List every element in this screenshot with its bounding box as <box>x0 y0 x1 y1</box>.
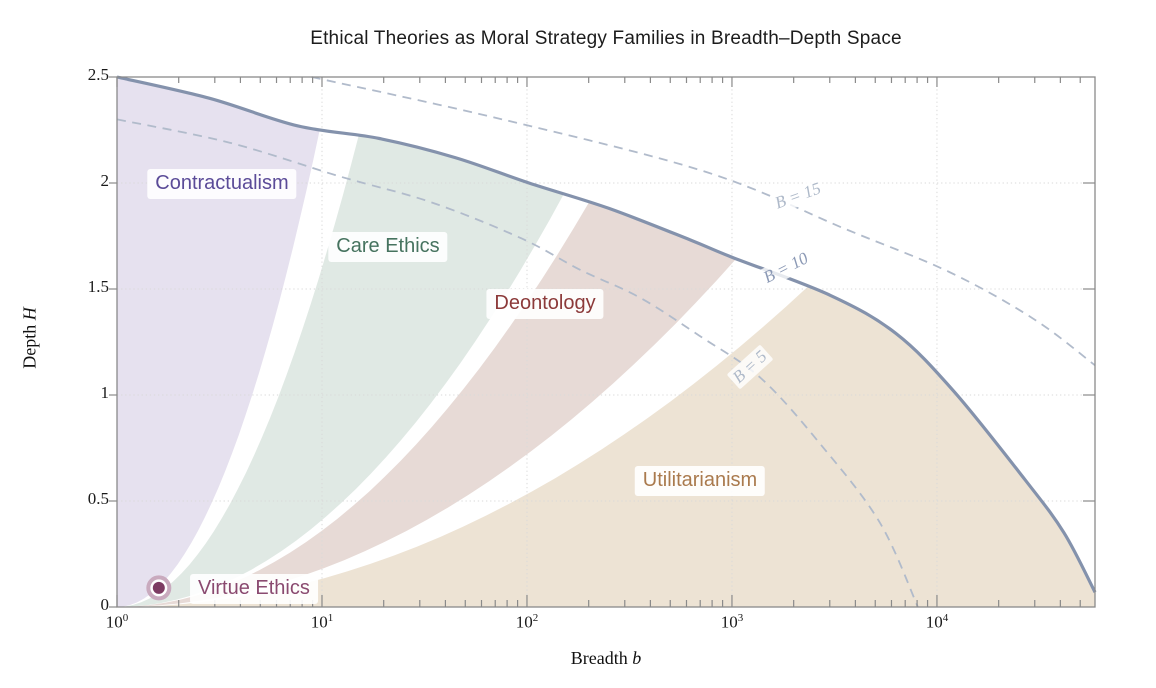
gridlines <box>117 77 1095 607</box>
region-label-contractualism: Contractualism <box>147 169 297 200</box>
y-axis-label: Depth H <box>20 307 41 369</box>
point-marker <box>146 575 172 601</box>
curve-b-10 <box>116 75 1097 593</box>
region-fill-utilitarianism <box>117 285 1095 607</box>
x-axis-label-var: b <box>632 648 642 668</box>
x-axis-tick-label-10-4: 104 <box>925 612 949 632</box>
y-axis-tick-label-2.5: 2.5 <box>87 65 109 84</box>
y-axis-tick-label-1: 1 <box>100 383 110 402</box>
region-fills <box>117 77 1095 607</box>
x-axis-tick-label-10-0: 100 <box>105 612 129 632</box>
y-axis-tick-label-1.5: 1.5 <box>87 277 109 296</box>
x-axis-label-text: Breadth <box>570 648 628 668</box>
curve-b-15 <box>311 76 1096 367</box>
region-label-care-ethics: Care Ethics <box>328 232 448 263</box>
y-axis-label-var: H <box>19 307 40 321</box>
axes-frame <box>109 76 1096 608</box>
y-axis-tick-label-0: 0 <box>100 595 110 614</box>
region-label-utilitarianism: Utilitarianism <box>634 466 766 497</box>
x-axis-tick-label-10-1: 101 <box>310 612 334 632</box>
x-axis-tick-label-10-2: 102 <box>515 612 539 632</box>
region-label-deontology: Deontology <box>486 289 604 320</box>
region-fill-care-ethics <box>117 134 565 607</box>
chart-title: Ethical Theories as Moral Strategy Famil… <box>310 28 902 49</box>
virtue-ethics-dot <box>152 581 165 594</box>
plot-frame <box>116 76 1096 608</box>
curves <box>116 75 1097 608</box>
point-label-virtue-ethics: Virtue Ethics <box>189 573 318 604</box>
y-axis-tick-label-0.5: 0.5 <box>87 489 109 508</box>
x-axis-label: Breadth b <box>117 648 1095 669</box>
x-axis-tick-label-10-3: 103 <box>720 612 744 632</box>
region-fill-contractualism <box>117 77 320 607</box>
y-axis-label-text: Depth <box>19 324 40 369</box>
y-axis-tick-label-2: 2 <box>100 171 110 190</box>
